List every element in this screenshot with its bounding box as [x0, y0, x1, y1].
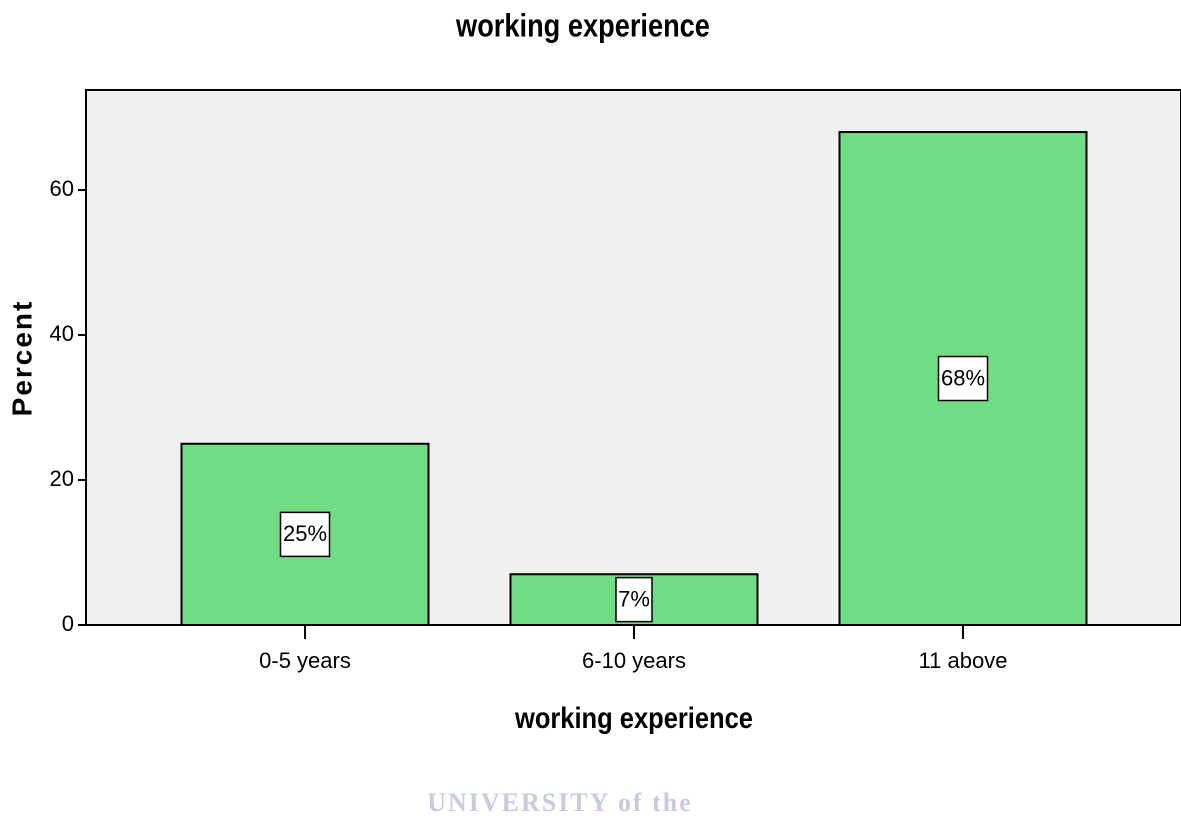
x-tick-label: 6-10 years — [582, 648, 686, 673]
y-tick-label: 60 — [50, 176, 74, 201]
y-tick-label: 0 — [62, 611, 74, 636]
y-tick-label: 40 — [50, 321, 74, 346]
x-axis-label: working experience — [514, 701, 753, 734]
watermark: UNIVERSITY of the — [427, 788, 693, 817]
chart-title: working experience — [455, 8, 710, 44]
value-label: 25% — [283, 521, 327, 546]
x-tick-label: 11 above — [919, 648, 1008, 673]
y-tick-label: 20 — [50, 466, 74, 491]
value-label-box — [615, 576, 653, 623]
value-label: 68% — [941, 365, 985, 390]
value-label-box — [937, 355, 989, 402]
y-axis-label: Percent — [6, 300, 37, 417]
x-tick-label: 0-5 years — [259, 648, 351, 673]
value-label-box — [279, 511, 331, 558]
value-label: 7% — [618, 586, 650, 611]
